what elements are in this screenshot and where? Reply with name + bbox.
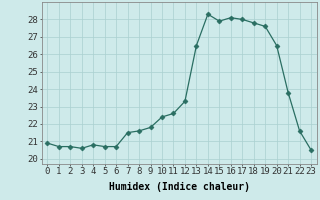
- X-axis label: Humidex (Indice chaleur): Humidex (Indice chaleur): [109, 182, 250, 192]
